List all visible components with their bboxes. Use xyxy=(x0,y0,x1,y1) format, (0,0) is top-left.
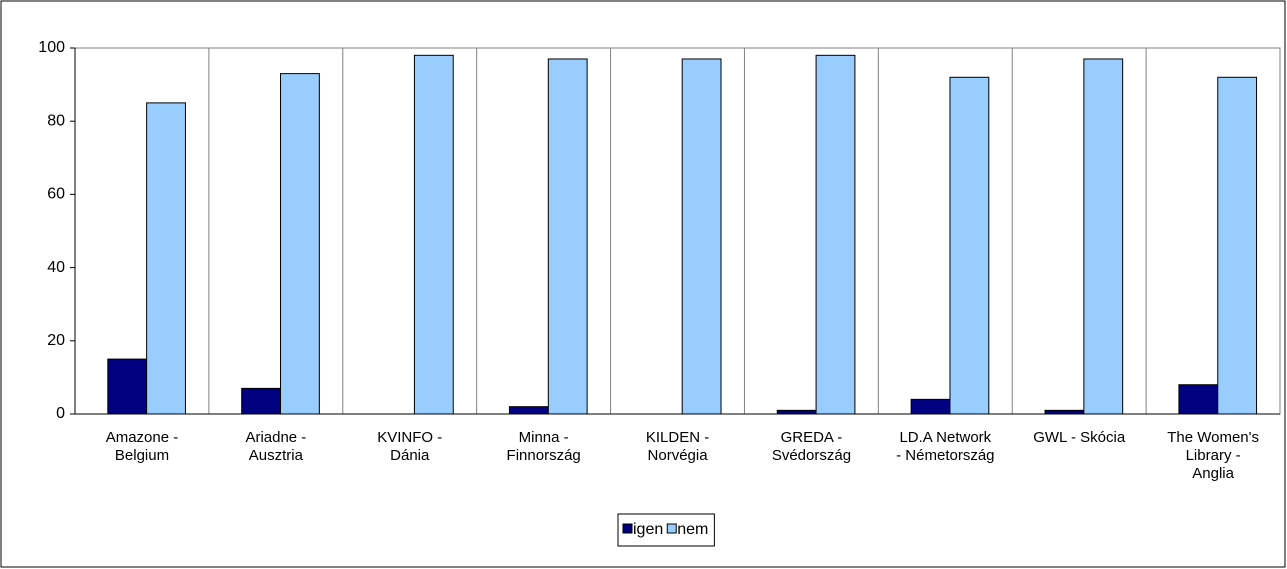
x-tick-label: KVINFO - Dánia xyxy=(377,429,443,464)
x-tick-label: GREDA - Svédország xyxy=(771,429,852,464)
bar xyxy=(681,58,722,415)
bar xyxy=(413,54,454,415)
bar xyxy=(241,387,282,415)
legend-label: nem xyxy=(677,521,708,538)
x-tick-label: The Women's Library - Anglia xyxy=(1167,429,1259,482)
bar xyxy=(776,409,817,415)
bar xyxy=(547,58,588,415)
plot-area xyxy=(74,47,1281,415)
y-tick-label: 40 xyxy=(47,259,65,276)
bar xyxy=(949,76,990,415)
y-tick-label: 0 xyxy=(56,405,65,422)
bar xyxy=(1083,58,1124,415)
y-tick-label: 20 xyxy=(47,332,65,349)
legend-label: igen xyxy=(633,521,663,538)
bar xyxy=(508,406,549,415)
legend-box xyxy=(617,513,715,547)
bar xyxy=(815,54,856,415)
x-tick-label: LD.A Network - Németország xyxy=(896,429,995,464)
bar xyxy=(1044,409,1085,415)
bar xyxy=(107,358,148,415)
bar xyxy=(910,398,951,415)
x-tick-label: KILDEN - Norvégia xyxy=(645,429,710,464)
x-tick-label: Minna - Finnország xyxy=(506,429,581,464)
y-tick-label: 60 xyxy=(47,186,65,203)
x-tick-label: Ariadne - Ausztria xyxy=(245,429,307,464)
x-tick-label: Amazone - Belgium xyxy=(105,429,179,464)
y-tick-label: 80 xyxy=(47,112,65,129)
y-tick-label: 100 xyxy=(38,39,65,56)
bar xyxy=(1217,76,1258,415)
legend-swatch xyxy=(622,523,633,534)
bar xyxy=(1178,384,1219,415)
bar xyxy=(146,102,186,415)
bar xyxy=(280,73,320,415)
x-tick-label: GWL - Skócia xyxy=(1033,429,1126,446)
legend-swatch xyxy=(666,523,677,534)
